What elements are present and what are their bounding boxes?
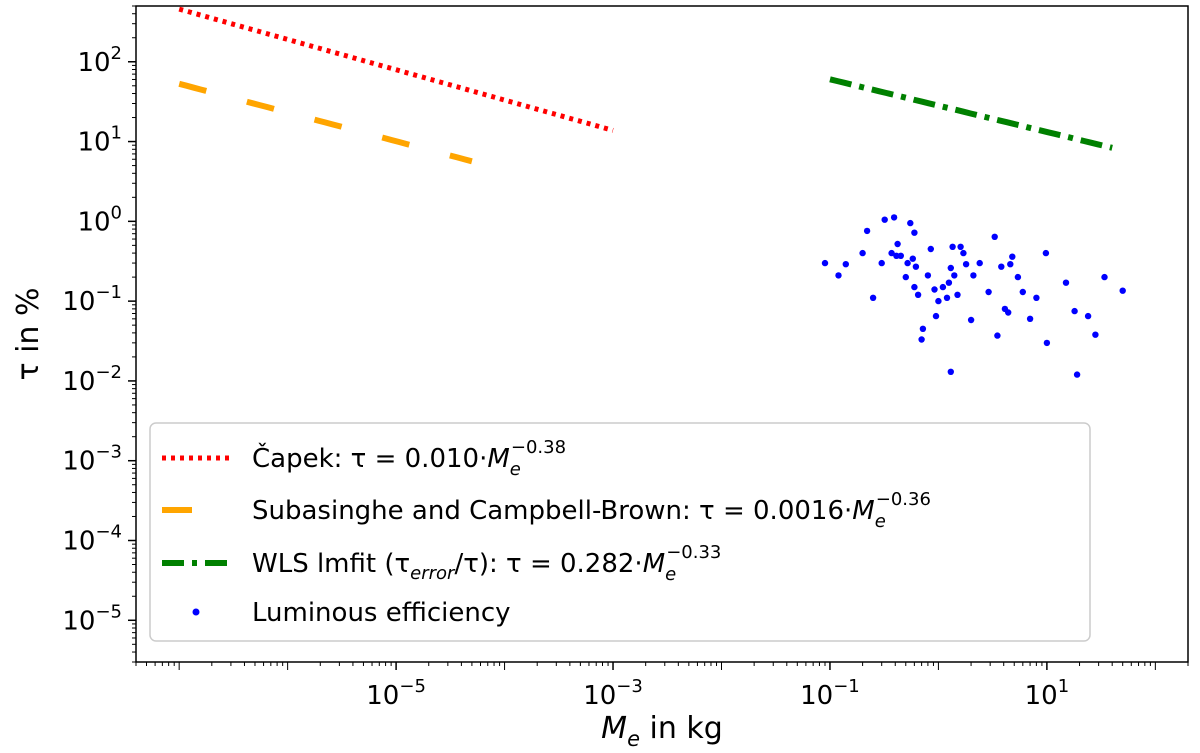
data-point	[821, 259, 829, 267]
legend-box	[149, 422, 1091, 642]
data-point	[909, 255, 916, 262]
data-point	[890, 214, 898, 221]
y-tick-label: 100	[77, 202, 122, 237]
wls-fit-line	[829, 76, 1113, 151]
data-point	[927, 245, 934, 253]
y-tick-label: 10−5	[62, 601, 122, 636]
luminous-efficiency-legend-label: Luminous efficiency	[252, 598, 511, 628]
data-point	[924, 272, 932, 279]
data-point	[954, 291, 961, 298]
legend: Čapek: τ = 0.010·Me−0.38 Subasinghe and C…	[149, 422, 1091, 642]
data-point	[1009, 253, 1016, 260]
data-point	[881, 216, 888, 223]
data-point	[1073, 371, 1081, 378]
y-tick-label: 10−3	[62, 442, 122, 477]
y-tick-label: 10−1	[62, 282, 122, 317]
data-point	[1033, 294, 1040, 301]
axis-labels: Me in kg τ in %	[11, 288, 723, 752]
x-tick-label: 10−5	[366, 676, 426, 711]
series-layer	[178, 6, 1126, 378]
wls-fit-legend-label: WLS lmfit (τerror/τ): τ = 0.282·Me−0.33	[252, 542, 721, 585]
data-point	[932, 312, 940, 320]
data-point	[897, 252, 904, 259]
data-point	[907, 219, 914, 227]
data-point	[835, 272, 842, 279]
data-point	[911, 283, 918, 291]
axis-ticks: 10−5 10−3 10−1 101 10−5 10−4 10−3 10−2 10−1 100 10…	[62, 5, 1189, 711]
x-axis-label: Me in kg	[601, 711, 723, 751]
x-tick-label: 10−1	[800, 676, 860, 711]
data-point	[970, 272, 977, 279]
data-point	[939, 283, 947, 291]
subasinghe-fit-legend-label: Subasinghe and Campbell-Brown: τ = 0.001…	[252, 489, 931, 532]
data-point	[1019, 288, 1026, 296]
data-point	[902, 273, 909, 281]
data-point	[1007, 261, 1014, 268]
data-point	[998, 263, 1005, 270]
data-point	[991, 233, 998, 240]
x-tick-label: 101	[1025, 676, 1070, 711]
data-point	[912, 263, 920, 270]
data-point	[962, 261, 970, 268]
data-point	[894, 240, 901, 248]
data-point	[1062, 279, 1070, 286]
y-tick-label: 10−2	[62, 362, 122, 397]
data-point	[878, 259, 885, 267]
subasinghe-fit-line	[178, 80, 473, 165]
data-point	[1042, 249, 1050, 257]
data-point	[904, 259, 911, 267]
data-point	[949, 243, 956, 250]
data-point	[985, 288, 992, 296]
data-point	[1084, 312, 1092, 320]
data-point	[1005, 309, 1012, 316]
data-point	[918, 336, 925, 343]
y-tick-label: 102	[77, 43, 122, 78]
data-point	[1014, 273, 1022, 281]
data-point	[1101, 273, 1108, 281]
y-tick-label: 10−4	[62, 521, 122, 556]
luminous-efficiency-legend-swatch	[192, 608, 200, 616]
data-point	[859, 249, 866, 257]
data-point	[931, 286, 938, 293]
data-point	[943, 294, 951, 301]
y-tick-label: 101	[77, 123, 122, 158]
data-point	[957, 243, 964, 250]
y-axis-label: τ in %	[11, 288, 46, 381]
data-point	[911, 229, 918, 236]
data-point	[842, 261, 849, 268]
capek-fit-legend-label: Čapek: τ = 0.010·Me−0.38	[252, 437, 566, 480]
data-point	[1092, 331, 1099, 338]
data-point	[947, 368, 954, 375]
data-point	[1026, 315, 1034, 322]
data-point	[1119, 287, 1126, 294]
x-tick-label: 10−3	[583, 676, 643, 711]
data-point	[935, 297, 942, 305]
data-point	[994, 332, 1001, 339]
data-point	[893, 252, 900, 259]
plot-frame	[135, 5, 1189, 663]
data-point	[951, 272, 958, 279]
data-point	[967, 316, 975, 324]
data-point	[888, 249, 895, 257]
data-point	[869, 294, 877, 301]
data-point	[1043, 339, 1051, 347]
data-point	[976, 259, 983, 267]
data-point	[947, 264, 954, 272]
data-point	[960, 249, 967, 257]
data-point	[1071, 307, 1078, 315]
data-point	[919, 325, 927, 332]
data-point	[863, 227, 871, 235]
data-point	[945, 279, 953, 286]
capek-fit-line	[178, 6, 614, 133]
data-point	[914, 291, 922, 298]
